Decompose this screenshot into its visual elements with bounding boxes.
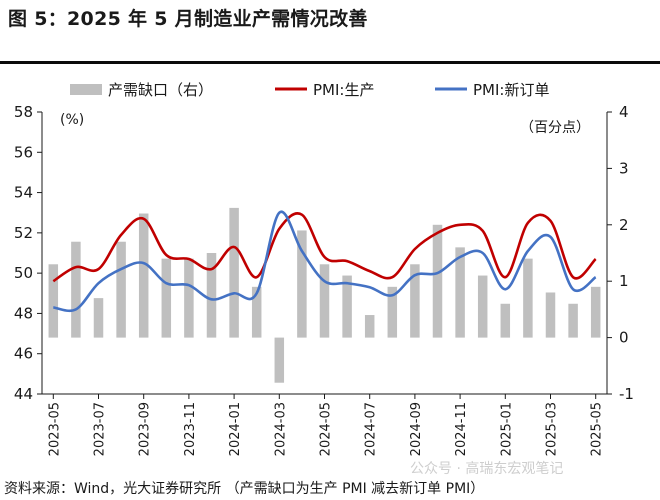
pmi-chart: 产需缺口（右） PMI:生产 PMI:新订单 (%) （百分点） 44 46 48 5…: [14, 81, 634, 456]
left-axis-ticks: 44 46 48 50 52 54 56 58: [14, 103, 42, 403]
left-tick-label: 54: [14, 184, 33, 202]
gap-bar: [477, 275, 488, 338]
left-tick-label: 48: [14, 304, 33, 322]
x-tick-label: 2025-03: [545, 402, 560, 456]
left-tick-label: 50: [14, 264, 33, 282]
gap-bar: [184, 258, 194, 338]
gap-bar: [568, 303, 578, 338]
gap-bar: [319, 264, 330, 338]
right-tick-label: 3: [619, 159, 629, 177]
gap-bar: [206, 253, 217, 338]
watermark-text: 公众号 · 高瑞东宏观笔记: [410, 461, 564, 477]
figure-title: 图 5：2025 年 5 月制造业产需情况改善: [8, 8, 368, 30]
x-tick-label: 2025-05: [590, 402, 605, 456]
gap-bar: [342, 275, 352, 338]
gap-bar: [545, 292, 556, 338]
gap-bar: [71, 241, 81, 338]
x-tick-label: 2023-05: [47, 402, 62, 456]
gap-bar: [251, 286, 262, 338]
legend-label-gap: 产需缺口（右）: [108, 81, 213, 99]
x-tick-label: 2025-01: [499, 402, 514, 456]
x-tick-label: 2023-09: [138, 402, 153, 456]
gap-bar: [432, 224, 443, 338]
x-tick-label: 2024-05: [319, 402, 334, 456]
x-tick-label: 2023-11: [183, 402, 198, 456]
x-tick-label: 2024-03: [273, 402, 288, 456]
x-axis-ticks: 2023-05 2023-07 2023-09 2023-11 2024-01 2024-…: [47, 394, 605, 456]
left-tick-label: 56: [14, 143, 33, 161]
gap-bar: [297, 230, 307, 338]
left-tick-label: 46: [14, 345, 33, 363]
legend-label-new-orders: PMI:新订单: [473, 81, 549, 99]
gap-bar: [274, 337, 285, 383]
left-tick-label: 58: [14, 103, 33, 121]
gap-bar: [455, 247, 465, 338]
title-rule: [0, 61, 660, 64]
gap-bars: [48, 207, 601, 383]
gap-bar: [48, 264, 59, 338]
x-tick-label: 2024-07: [364, 402, 379, 456]
right-tick-label: 4: [619, 103, 629, 121]
right-tick-label: 1: [619, 272, 629, 290]
x-tick-label: 2024-11: [454, 402, 469, 456]
left-tick-label: 52: [14, 224, 33, 242]
legend-label-production: PMI:生产: [313, 81, 374, 99]
gap-bar: [161, 258, 172, 338]
production-pmi-line: [52, 212, 597, 283]
gap-bar: [590, 286, 601, 338]
legend: 产需缺口（右） PMI:生产 PMI:新订单: [70, 81, 549, 99]
gap-bar: [364, 315, 375, 338]
right-tick-label: 0: [619, 329, 629, 347]
gap-bar: [116, 241, 126, 338]
pmi-lines: [52, 210, 597, 313]
left-axis-unit: (%): [60, 112, 84, 128]
right-tick-label: -1: [619, 385, 634, 403]
right-axis-ticks: -1 0 1 2 3 4: [607, 103, 634, 403]
gap-bar: [138, 213, 149, 338]
gap-bar: [500, 303, 511, 338]
right-axis-unit: （百分点）: [520, 120, 590, 136]
source-note: 资料来源：Wind，光大证券研究所 （产需缺口为生产 PMI 减去新订单 PMI…: [4, 481, 485, 497]
left-tick-label: 44: [14, 385, 33, 403]
x-tick-label: 2024-01: [228, 402, 243, 456]
legend-bar-swatch: [70, 84, 102, 95]
gap-bar: [387, 286, 398, 338]
gap-bar: [410, 264, 420, 338]
right-tick-label: 2: [619, 216, 629, 234]
gap-bar: [93, 298, 104, 338]
gap-bar: [523, 258, 533, 338]
new-orders-pmi-line: [53, 210, 597, 313]
gap-bar: [229, 207, 239, 338]
x-tick-label: 2024-09: [409, 402, 424, 456]
x-tick-label: 2023-07: [93, 402, 108, 456]
